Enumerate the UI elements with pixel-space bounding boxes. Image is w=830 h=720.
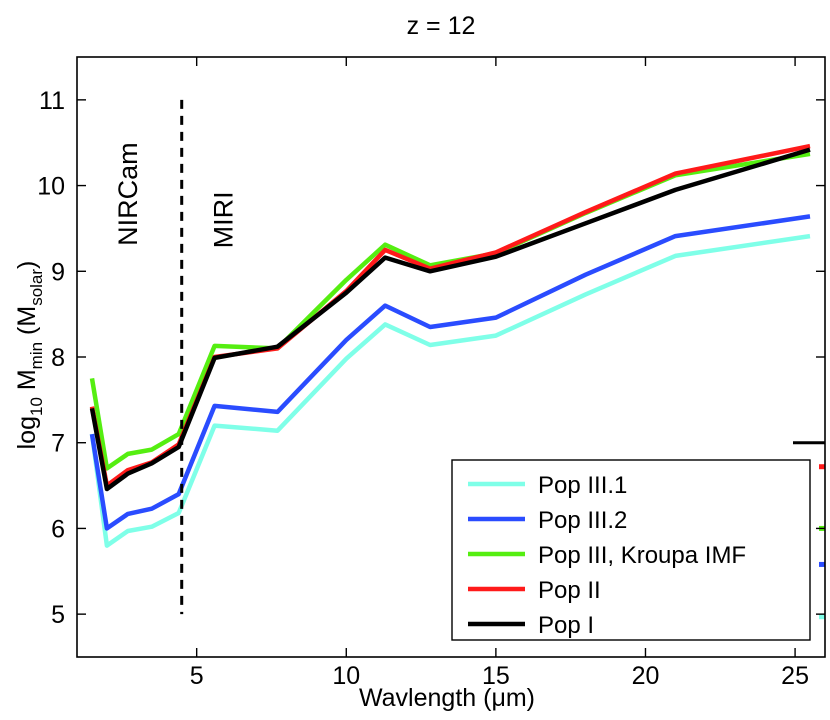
legend-label-pop-iii-1: Pop III.1: [538, 472, 627, 499]
x-axis-title: Wavlength (μm): [359, 684, 535, 712]
y-tick-label-10: 10: [37, 173, 65, 201]
y-axis-title-main-sub: min: [27, 342, 46, 369]
y-axis-title-prefix-sub: 10: [27, 397, 46, 416]
y-tick-label-8: 8: [51, 344, 65, 372]
y-tick-label-11: 11: [39, 87, 65, 115]
legend-box: [451, 459, 811, 641]
series-line-pop-iii-2: [89, 214, 811, 531]
axis-ticks: 5 10 15 20 25 5 6 7 8 9 10 11: [37, 57, 825, 690]
x-tick-label-20: 20: [632, 662, 660, 690]
y-axis-title-paren: (M: [13, 306, 41, 342]
region-label-miri: MIRI: [209, 191, 239, 248]
legend-label-pop-ii: Pop II: [538, 577, 601, 604]
plot-lines: [89, 143, 811, 548]
x-tick-label-15: 15: [482, 662, 510, 690]
y-tick-label-9: 9: [51, 258, 65, 286]
x-tick-label-5: 5: [190, 662, 204, 690]
legend-label-pop-iii-kroupa-imf: Pop III, Kroupa IMF: [538, 542, 746, 569]
x-tick-label-10: 10: [332, 662, 360, 690]
x-tick-label-25: 25: [781, 662, 809, 690]
y-axis-title-prefix: log: [13, 416, 41, 449]
y-tick-label-6: 6: [51, 515, 65, 543]
y-axis-title-paren-sub: solar: [27, 269, 46, 306]
region-label-nircam: NIRCam: [113, 142, 143, 246]
y-axis-title-paren-close: ): [13, 261, 41, 269]
y-axis-title-main: M: [13, 369, 41, 397]
legend-label-pop-iii-2: Pop III.2: [538, 507, 627, 534]
legend-label-pop-i: Pop I: [538, 612, 594, 639]
region-labels: NIRCam MIRI: [113, 142, 239, 248]
legend: Pop III.1 Pop III.2 Pop III, Kroupa IMF Pop…: [451, 459, 811, 641]
series-line-pop-iii-1: [89, 233, 811, 548]
y-tick-label-7: 7: [51, 430, 65, 458]
chart-title: z = 12: [407, 12, 476, 40]
y-tick-label-5: 5: [51, 601, 65, 629]
y-axis-title: log10 Mmin (Msolar): [13, 261, 46, 450]
series-line-pop-i: [89, 147, 811, 492]
